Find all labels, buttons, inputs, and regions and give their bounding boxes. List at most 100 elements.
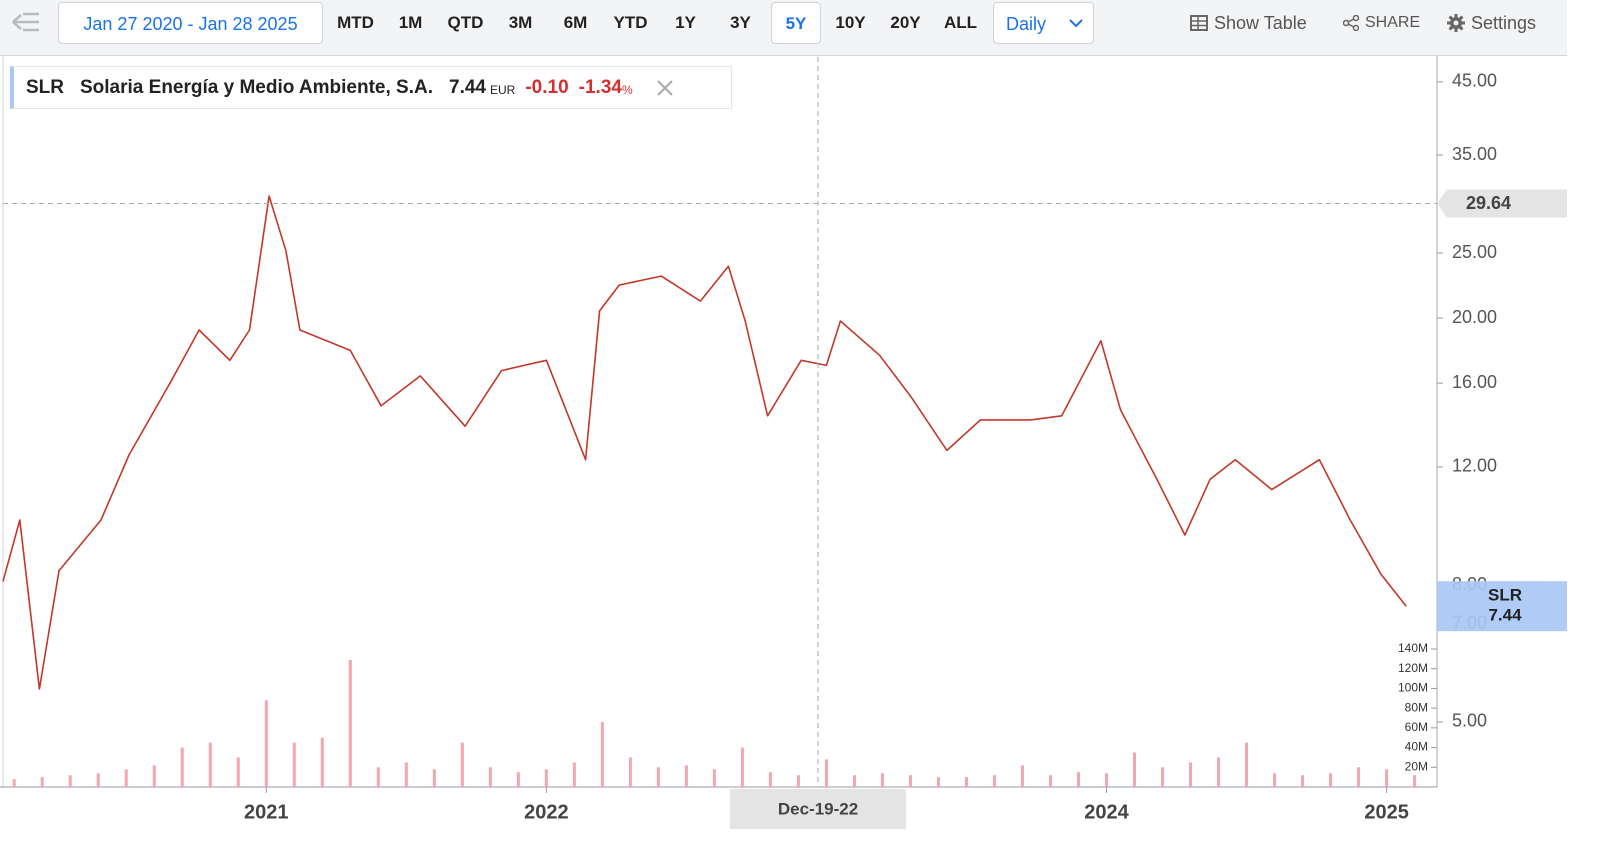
symbol: SLR	[26, 76, 64, 98]
volume-bar	[124, 769, 128, 787]
volume-bar	[712, 769, 716, 787]
chevron	[1069, 19, 1083, 28]
volume-tick-label: 20M	[1405, 759, 1428, 773]
settings-label: Settings	[1471, 13, 1537, 33]
date-range[interactable]: Jan 27 2020 - Jan 28 2025	[58, 2, 323, 44]
settings[interactable]: Settings	[1447, 2, 1536, 44]
range-button[interactable]: 1Y	[675, 13, 696, 32]
close-icon[interactable]	[656, 79, 673, 96]
volume-bar	[152, 765, 156, 787]
range-buttons: MTD 1M QTD 3M 6M YTD 1Y 3Y 5Y 10Y 20Y ALL	[328, 2, 988, 44]
volume-bar	[1077, 772, 1080, 787]
volume-bar	[1301, 775, 1305, 787]
range-button[interactable]: 1M	[398, 13, 423, 32]
back-icon[interactable]	[10, 8, 42, 36]
volume-bar	[824, 759, 828, 787]
volume-bar	[96, 773, 100, 787]
table-icon	[1190, 15, 1208, 31]
volume-bar	[180, 747, 184, 787]
volume-bar	[1357, 767, 1361, 787]
x-tick-label: 2022	[524, 801, 569, 823]
volume-tick-label: 140M	[1398, 641, 1428, 655]
crosshair-y-label: 29.64	[1466, 193, 1511, 213]
volume-bar	[964, 777, 968, 787]
x-tick-label: 2024	[1084, 801, 1129, 823]
volume-bar	[880, 773, 884, 787]
volume-tick-label: 80M	[1405, 700, 1428, 714]
volume-bar	[1385, 769, 1389, 787]
y-tick-label: 12.00	[1452, 456, 1497, 476]
volume-bar	[656, 767, 660, 787]
volume-bar	[544, 769, 548, 787]
volume-bar	[1413, 775, 1417, 787]
volume-bar	[460, 742, 464, 787]
range-button[interactable]: 6M	[563, 13, 588, 32]
volume-bar	[1161, 767, 1165, 787]
volume-bar	[684, 765, 688, 787]
volume-bar	[348, 659, 352, 787]
x-tick-label: 2021	[244, 801, 289, 823]
y-tick-label: 20.00	[1452, 307, 1497, 327]
volume-bar	[404, 762, 408, 787]
volume-tick-label: 60M	[1405, 720, 1428, 734]
volume-bar	[572, 762, 576, 787]
range-button[interactable]: 3M	[508, 13, 533, 32]
volume-bar	[40, 777, 44, 787]
interval: Daily	[1006, 14, 1047, 34]
x-tick-label: 2025	[1364, 801, 1409, 823]
volume-bar	[264, 700, 268, 787]
y-tick-label: 25.00	[1452, 242, 1497, 262]
volume-bar	[1105, 773, 1109, 787]
y-tick-label: 35.00	[1452, 144, 1497, 164]
volume-bar	[1329, 773, 1333, 787]
volume-bar	[1217, 757, 1221, 787]
range-button[interactable]: YTD	[613, 13, 648, 32]
crosshair-x-label: Dec-19-22	[778, 799, 858, 818]
volume-bar	[292, 742, 296, 787]
change-pct: -1.34	[578, 76, 622, 98]
show-table[interactable]: Show Table	[1190, 2, 1307, 44]
range-button[interactable]: QTD	[447, 13, 484, 32]
volume-bar	[12, 779, 16, 787]
volume-bar	[908, 775, 912, 787]
range-button[interactable]: 5Y	[771, 2, 821, 44]
change: -0.10	[525, 76, 569, 98]
volume-bar	[516, 772, 520, 787]
volume-bar	[936, 777, 940, 787]
last-price: 7.44	[449, 76, 486, 98]
range-button[interactable]: 20Y	[890, 13, 921, 32]
share[interactable]: SHARE	[1343, 2, 1420, 44]
y-tick-label: 45.00	[1452, 71, 1497, 91]
volume-bar	[432, 769, 436, 787]
interval-select[interactable]: Daily	[993, 2, 1094, 44]
volume-bar	[376, 767, 380, 787]
y-tick-label: 16.00	[1452, 372, 1497, 392]
volume-bar	[68, 775, 72, 787]
volume-bar	[1273, 773, 1277, 787]
volume-bar	[852, 775, 856, 787]
range-button[interactable]: 10Y	[835, 13, 866, 32]
range-button[interactable]: 3Y	[730, 13, 751, 32]
crosshair-x-badge	[730, 789, 907, 829]
range-button[interactable]: ALL	[943, 13, 978, 32]
range-button[interactable]: MTD	[337, 13, 374, 32]
volume-bar	[740, 747, 744, 787]
currency: EUR	[489, 82, 516, 97]
volume-tick-label: 120M	[1398, 661, 1428, 675]
volume-bar	[488, 767, 492, 787]
volume-bar	[600, 721, 604, 787]
badge-symbol: SLR	[1488, 586, 1522, 605]
percent-sign: %	[621, 82, 633, 97]
volume-bar	[236, 757, 240, 787]
volume-bar	[1133, 752, 1137, 787]
company-name: Solaria Energía y Medio Ambiente, S.A.	[80, 76, 433, 98]
volume-bar	[208, 742, 212, 787]
show-table-label: Show Table	[1214, 13, 1307, 33]
legend: SLR Solaria Energía y Medio Ambiente, S.…	[10, 66, 732, 109]
price-line	[2, 195, 1407, 690]
volume-bar	[1245, 742, 1249, 787]
volume-bar	[320, 737, 324, 787]
volume-bar	[992, 775, 996, 787]
